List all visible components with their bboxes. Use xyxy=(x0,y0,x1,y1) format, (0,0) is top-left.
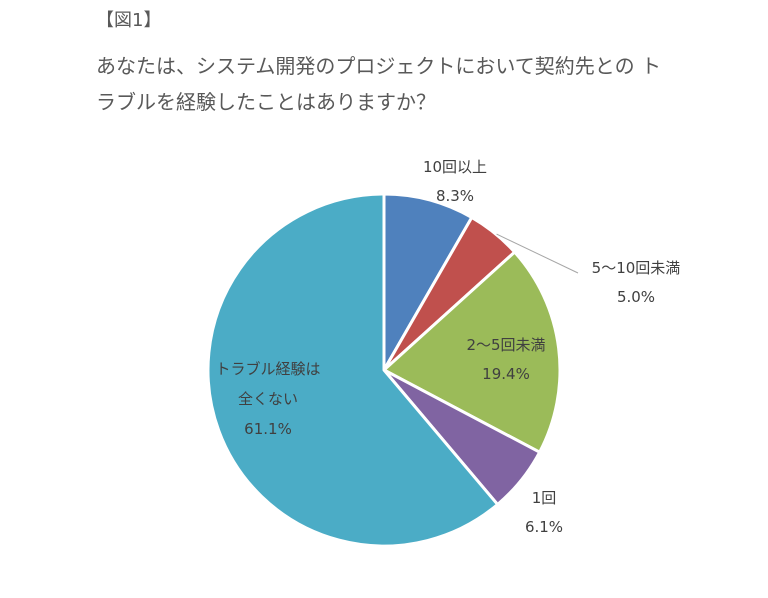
slice-value-5-10: 5.0% xyxy=(617,288,655,306)
slice-10-plus xyxy=(382,192,474,372)
slice-label-10-plus: 10回以上 xyxy=(423,158,487,176)
title-line-1: あなたは、システム開発のプロジェクトにおいて契約先との ト xyxy=(96,54,661,78)
slice-none xyxy=(206,192,500,548)
slice-label-2-5: 2～5回未満 xyxy=(466,336,545,354)
slice-value-1: 6.1% xyxy=(525,518,563,536)
slice-2-5 xyxy=(382,250,562,454)
slice-value-none: 61.1% xyxy=(244,420,292,438)
slice-label-none-line-1: トラブル経験は xyxy=(215,360,320,378)
figure-label: 【図1】 xyxy=(96,10,162,31)
slice-label-none-line-2: 全くない xyxy=(238,390,298,408)
slice-value-2-5: 19.4% xyxy=(482,365,530,383)
title-line-2: ラブルを経験したことはありますか？ xyxy=(96,90,436,114)
slice-label-5-10: 5～10回未満 xyxy=(592,259,681,277)
slice-value-10-plus: 8.3% xyxy=(436,187,474,205)
chart-title: あなたは、システム開発のプロジェクトにおいて契約先との ト ラブルを経験したこと… xyxy=(96,48,716,120)
slice-label-1: 1回 xyxy=(532,489,557,507)
pie-slices xyxy=(206,192,562,548)
leader-line-5-10 xyxy=(496,233,579,274)
